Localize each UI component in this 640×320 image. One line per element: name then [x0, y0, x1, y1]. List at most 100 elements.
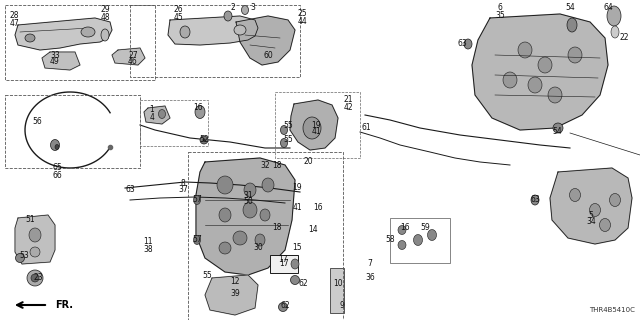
- Ellipse shape: [25, 34, 35, 42]
- Polygon shape: [205, 275, 258, 315]
- Bar: [130, 5, 300, 77]
- Text: 30: 30: [253, 244, 263, 252]
- Text: 49: 49: [50, 58, 60, 67]
- Bar: [140, 100, 208, 146]
- Text: 22: 22: [620, 34, 628, 43]
- Text: 34: 34: [586, 218, 596, 227]
- Text: 55: 55: [283, 122, 293, 131]
- Text: 18: 18: [272, 161, 282, 170]
- Text: 51: 51: [25, 215, 35, 225]
- Bar: [188, 152, 343, 320]
- Ellipse shape: [234, 25, 246, 35]
- Ellipse shape: [553, 123, 563, 133]
- Text: 42: 42: [343, 102, 353, 111]
- Ellipse shape: [51, 140, 60, 150]
- Ellipse shape: [291, 276, 300, 284]
- Text: 55: 55: [283, 135, 293, 145]
- Text: 14: 14: [308, 226, 318, 235]
- Text: 5: 5: [589, 211, 593, 220]
- Text: 57: 57: [192, 236, 202, 244]
- Ellipse shape: [609, 194, 621, 206]
- Polygon shape: [15, 18, 112, 50]
- Bar: [275, 92, 360, 158]
- Text: 32: 32: [260, 161, 270, 170]
- Ellipse shape: [27, 270, 43, 286]
- Ellipse shape: [233, 231, 247, 245]
- Text: FR.: FR.: [55, 300, 73, 310]
- Ellipse shape: [531, 195, 539, 205]
- Text: 60: 60: [263, 52, 273, 60]
- Ellipse shape: [219, 242, 231, 254]
- Text: 16: 16: [193, 103, 203, 113]
- Bar: [330, 268, 344, 313]
- Ellipse shape: [464, 39, 472, 49]
- Text: 52: 52: [199, 135, 209, 145]
- Polygon shape: [236, 16, 295, 65]
- Text: 38: 38: [143, 244, 153, 253]
- Ellipse shape: [55, 145, 59, 149]
- Ellipse shape: [303, 117, 321, 139]
- Ellipse shape: [180, 26, 190, 38]
- Ellipse shape: [570, 188, 580, 202]
- Text: 12: 12: [230, 277, 240, 286]
- Ellipse shape: [219, 208, 231, 222]
- Bar: [390, 218, 450, 263]
- Ellipse shape: [81, 27, 95, 37]
- Text: 19: 19: [311, 121, 321, 130]
- Ellipse shape: [30, 247, 40, 257]
- Ellipse shape: [280, 125, 287, 134]
- Polygon shape: [550, 168, 632, 244]
- Text: 65: 65: [52, 164, 62, 172]
- Ellipse shape: [568, 47, 582, 63]
- Polygon shape: [144, 106, 170, 124]
- Bar: [5, 5, 155, 80]
- Text: 25: 25: [297, 10, 307, 19]
- Text: 15: 15: [292, 244, 302, 252]
- Ellipse shape: [31, 274, 39, 282]
- Text: 41: 41: [311, 127, 321, 137]
- Text: 66: 66: [52, 171, 62, 180]
- Ellipse shape: [567, 18, 577, 32]
- Text: 44: 44: [297, 17, 307, 26]
- Ellipse shape: [398, 241, 406, 250]
- Text: 17: 17: [279, 260, 289, 268]
- Ellipse shape: [589, 204, 600, 217]
- Ellipse shape: [291, 259, 299, 269]
- Ellipse shape: [518, 42, 532, 58]
- Text: 54: 54: [552, 127, 562, 137]
- Ellipse shape: [600, 219, 611, 231]
- Text: 6: 6: [497, 4, 502, 12]
- Text: 39: 39: [230, 289, 240, 298]
- Text: 3: 3: [251, 4, 255, 12]
- Text: 18: 18: [272, 222, 282, 231]
- Polygon shape: [290, 100, 338, 150]
- Polygon shape: [42, 52, 80, 70]
- Ellipse shape: [200, 136, 208, 144]
- Text: 9: 9: [340, 301, 344, 310]
- Text: 2: 2: [230, 4, 236, 12]
- Ellipse shape: [255, 234, 265, 246]
- Text: 1: 1: [150, 106, 154, 115]
- Text: 54: 54: [565, 4, 575, 12]
- Text: 10: 10: [333, 278, 343, 287]
- Text: 48: 48: [100, 12, 110, 21]
- Text: 20: 20: [303, 157, 313, 166]
- Ellipse shape: [217, 176, 233, 194]
- Ellipse shape: [280, 139, 287, 148]
- Text: 57: 57: [192, 196, 202, 204]
- Ellipse shape: [193, 196, 200, 204]
- Ellipse shape: [29, 228, 41, 242]
- Ellipse shape: [241, 5, 248, 14]
- Polygon shape: [112, 48, 145, 65]
- Text: 53: 53: [19, 251, 29, 260]
- Text: 61: 61: [361, 124, 371, 132]
- Bar: [270, 255, 298, 273]
- Text: 16: 16: [313, 203, 323, 212]
- Text: 55: 55: [202, 270, 212, 279]
- Text: 19: 19: [292, 183, 302, 193]
- Polygon shape: [15, 215, 55, 264]
- Ellipse shape: [243, 202, 257, 218]
- Text: 33: 33: [50, 51, 60, 60]
- Text: 63: 63: [457, 38, 467, 47]
- Text: 26: 26: [173, 5, 183, 14]
